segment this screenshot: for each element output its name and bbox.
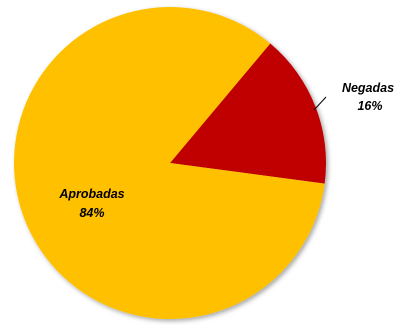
negadas-leader-line (313, 96, 327, 111)
negadas-label: Negadas (342, 81, 394, 95)
aprobadas-percent: 84% (79, 206, 104, 220)
negadas-percent: 16% (357, 99, 382, 113)
aprobadas-label: Aprobadas (58, 187, 124, 201)
pie-slices (13, 7, 326, 320)
pie-slice-negadas (170, 43, 326, 184)
pie-slice-aprobadas (13, 7, 325, 320)
